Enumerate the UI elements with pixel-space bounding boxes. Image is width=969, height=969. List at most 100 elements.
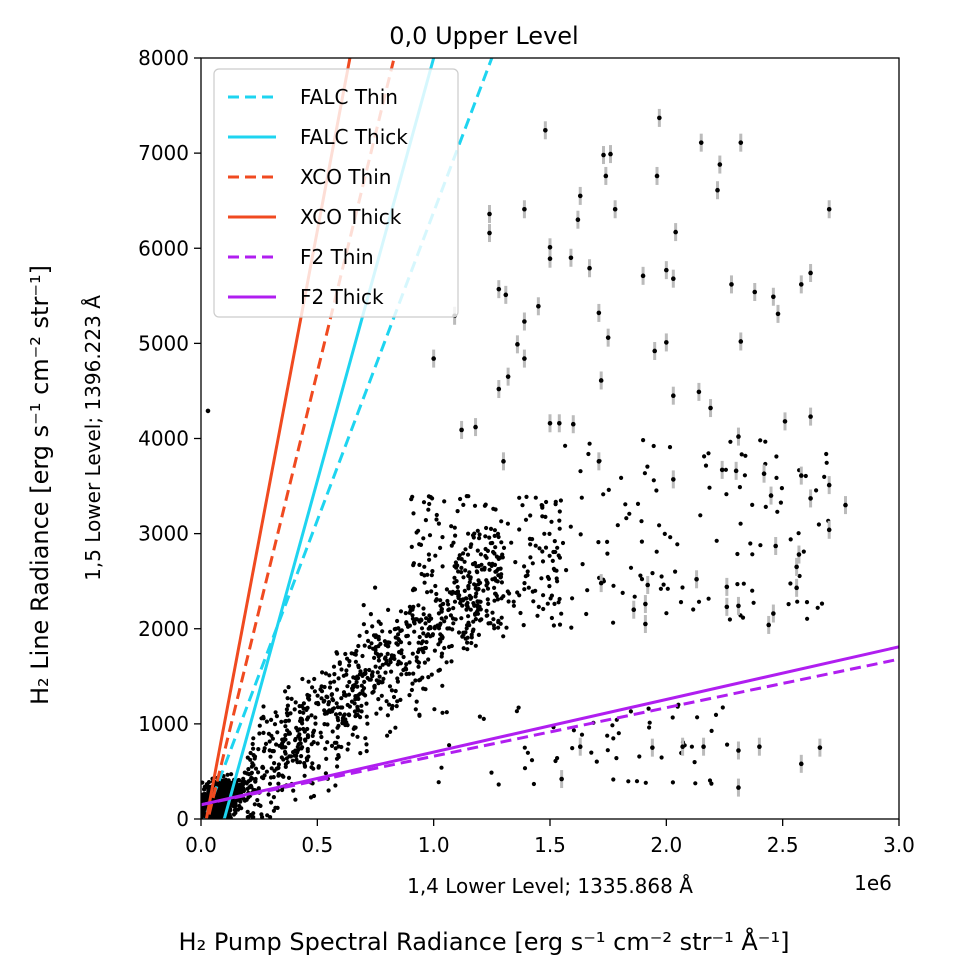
scatter-point-errorbar: [643, 601, 648, 607]
scatter-point: [376, 644, 381, 649]
scatter-point: [465, 604, 470, 609]
scatter-point: [673, 569, 678, 574]
scatter-point: [436, 780, 441, 785]
scatter-point: [379, 652, 384, 657]
y-tick-label: 3000: [138, 522, 189, 546]
scatter-point: [413, 678, 418, 683]
scatter-point: [286, 775, 292, 781]
scatter-point: [484, 613, 489, 618]
scatter-point: [336, 753, 341, 758]
scatter-point: [552, 539, 557, 544]
scatter-point: [557, 622, 563, 627]
scatter-point: [401, 654, 406, 660]
scatter-point: [484, 608, 489, 614]
scatter-point: [650, 571, 655, 576]
scatter-point: [410, 651, 415, 656]
scatter-point: [264, 719, 269, 724]
scatter-point: [530, 561, 535, 566]
scatter-point: [522, 564, 527, 569]
scatter-point: [306, 754, 311, 759]
scatter-point: [496, 625, 501, 630]
scatter-point: [273, 710, 278, 715]
scatter-point: [692, 760, 697, 765]
scatter-point: [403, 611, 408, 616]
scatter-point: [425, 590, 430, 595]
scatter-point: [442, 645, 447, 651]
scatter-point: [589, 750, 594, 755]
scatter-point-errorbar: [736, 603, 741, 609]
scatter-point: [266, 792, 271, 797]
scatter-point: [339, 667, 344, 672]
scatter-point: [645, 464, 650, 469]
scatter-point: [492, 626, 497, 631]
scatter-point: [290, 758, 295, 763]
scatter-point-errorbar: [664, 267, 669, 273]
scatter-point: [469, 640, 474, 646]
scatter-point: [741, 581, 746, 586]
legend-label: FALC Thin: [300, 85, 398, 109]
scatter-point: [494, 554, 499, 559]
scatter-point-errorbar: [559, 776, 564, 782]
scatter-point: [474, 564, 479, 569]
scatter-point: [319, 684, 324, 689]
scatter-point: [496, 782, 501, 787]
scatter-point-errorbar: [798, 282, 804, 287]
scatter-point: [409, 687, 414, 693]
scatter-point: [404, 662, 409, 667]
scatter-point: [304, 707, 309, 713]
scatter-point: [445, 626, 450, 631]
scatter-point: [372, 655, 377, 661]
scatter-point: [657, 523, 662, 528]
scatter-point-errorbar: [501, 459, 506, 464]
scatter-point-errorbar: [601, 152, 606, 158]
scatter-point: [238, 799, 243, 804]
scatter-point: [398, 640, 404, 645]
scatter-point: [707, 778, 713, 783]
scatter-point: [311, 740, 316, 745]
scatter-point: [391, 694, 397, 700]
scatter-point: [325, 695, 330, 700]
scatter-point: [533, 495, 538, 500]
scatter-point: [822, 474, 827, 479]
scatter-point: [349, 699, 355, 704]
scatter-point: [322, 708, 327, 713]
scatter-point: [285, 760, 290, 765]
scatter-point: [518, 610, 523, 616]
scatter-point: [259, 775, 265, 780]
scatter-point: [270, 736, 275, 741]
scatter-point: [659, 574, 664, 579]
scatter-point: [417, 562, 422, 568]
scatter-point-errorbar: [608, 151, 613, 157]
scatter-point: [523, 517, 529, 522]
y-tick-label: 0: [176, 807, 189, 831]
scatter-point: [427, 613, 432, 618]
scatter-point: [542, 531, 547, 536]
scatter-point: [315, 693, 320, 698]
scatter-point: [373, 664, 378, 669]
scatter-point: [265, 813, 270, 818]
scatter-point: [225, 772, 230, 777]
scatter-point: [481, 716, 486, 722]
scatter-point: [452, 575, 457, 580]
scatter-point: [492, 528, 497, 533]
scatter-point: [235, 807, 241, 812]
scatter-point: [461, 551, 466, 556]
scatter-point: [751, 600, 756, 605]
scatter-point: [370, 624, 375, 629]
scatter-point: [484, 525, 489, 531]
scatter-point: [522, 581, 527, 586]
scatter-point: [453, 560, 458, 565]
scatter-point: [347, 663, 352, 668]
scatter-point: [326, 788, 331, 793]
scatter-point: [362, 643, 367, 648]
scatter-point-errorbar: [671, 393, 676, 398]
scatter-point: [520, 503, 525, 508]
scatter-point: [329, 743, 335, 749]
scatter-point: [283, 724, 288, 729]
scatter-point: [540, 503, 545, 508]
scatter-point: [407, 660, 412, 665]
scatter-point: [485, 586, 491, 591]
scatter-point: [401, 667, 406, 673]
scatter-point: [302, 764, 308, 769]
scatter-point: [496, 534, 501, 540]
